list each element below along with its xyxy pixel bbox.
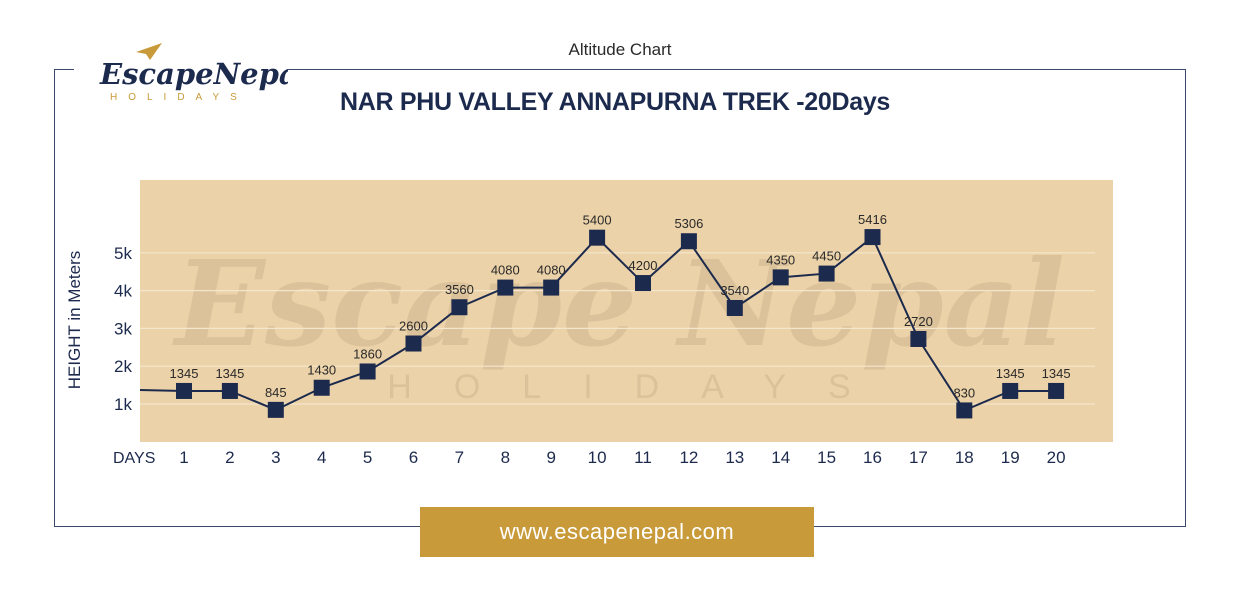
data-point-marker: [267, 401, 284, 418]
data-label: 3560: [445, 282, 474, 297]
data-point-marker: [1002, 382, 1019, 399]
data-point-marker: [221, 382, 238, 399]
y-tick-label: 1k: [114, 395, 132, 414]
data-label: 4200: [629, 258, 658, 273]
data-point-marker: [772, 269, 789, 286]
plot-background: [140, 180, 1113, 442]
data-point-marker: [864, 229, 881, 246]
data-label: 4350: [766, 252, 795, 267]
x-tick-label: 9: [546, 448, 555, 467]
data-point-marker: [726, 299, 743, 316]
paper-plane-icon: [136, 43, 162, 60]
x-tick-label: 14: [771, 448, 790, 467]
data-label: 4080: [537, 263, 566, 278]
data-label: 830: [953, 385, 975, 400]
x-tick-label: 11: [634, 448, 652, 467]
y-tick-label: 2k: [114, 357, 132, 376]
x-tick-label: 3: [271, 448, 280, 467]
data-label: 845: [265, 385, 287, 400]
data-label: 1345: [996, 366, 1025, 381]
x-tick-label: 20: [1047, 448, 1066, 467]
data-point-marker: [1048, 382, 1065, 399]
y-tick-label: 4k: [114, 282, 132, 301]
data-point-marker: [313, 379, 330, 396]
x-tick-label: 15: [817, 448, 836, 467]
escape-nepal-logo: EscapeNepal HOLIDAYS: [74, 40, 309, 108]
website-banner[interactable]: www.escapenepal.com: [420, 507, 814, 557]
data-point-marker: [956, 402, 973, 419]
data-point-marker: [359, 363, 376, 380]
data-label: 1345: [170, 366, 199, 381]
data-point-marker: [680, 233, 697, 250]
data-point-marker: [176, 382, 192, 399]
data-label: 1345: [1042, 366, 1071, 381]
data-label: 2720: [904, 314, 933, 329]
x-tick-label: 6: [409, 448, 418, 467]
data-label: 1430: [307, 363, 336, 378]
data-label: 5416: [858, 212, 887, 227]
x-tick-label: 19: [1001, 448, 1020, 467]
x-tick-label: 5: [363, 448, 372, 467]
x-tick-label: 17: [909, 448, 928, 467]
x-tick-label: 2: [225, 448, 234, 467]
watermark-tagline: HOLIDAYS: [387, 368, 892, 406]
data-point-marker: [451, 299, 468, 316]
x-tick-label: 7: [455, 448, 464, 467]
x-tick-label: 8: [501, 448, 510, 467]
chart-caption: Altitude Chart: [568, 40, 672, 59]
data-label: 1345: [215, 366, 244, 381]
data-point-marker: [818, 265, 835, 282]
data-label: 3540: [720, 283, 749, 298]
x-tick-label: 18: [955, 448, 974, 467]
data-point-marker: [405, 335, 422, 352]
chart-title: NAR PHU VALLEY ANNAPURNA TREK -20Days: [339, 88, 891, 116]
website-url[interactable]: www.escapenepal.com: [499, 519, 735, 544]
watermark-logo: Escape Nepal: [172, 234, 1065, 373]
data-point-marker: [589, 229, 606, 246]
x-tick-label: 4: [317, 448, 326, 467]
y-tick-label: 5k: [114, 244, 132, 263]
data-point-marker: [543, 279, 560, 296]
x-axis-label: DAYS: [113, 450, 155, 467]
x-tick-label: 1: [179, 448, 188, 467]
data-label: 5306: [674, 216, 703, 231]
svg-text:HOLIDAYS: HOLIDAYS: [110, 92, 248, 103]
data-label: 4450: [812, 249, 841, 264]
data-label: 5400: [583, 213, 612, 228]
data-label: 2600: [399, 319, 428, 334]
data-point-marker: [635, 275, 651, 292]
x-tick-label: 13: [725, 448, 744, 467]
data-point-marker: [910, 330, 927, 347]
x-tick-label: 10: [588, 448, 607, 467]
y-tick-label: 3k: [114, 319, 132, 338]
data-label: 1860: [353, 346, 382, 361]
x-tick-label: 12: [679, 448, 698, 467]
svg-text:EscapeNepal: EscapeNepal: [99, 57, 288, 91]
data-point-marker: [497, 279, 514, 296]
x-tick-label: 16: [863, 448, 882, 467]
data-label: 4080: [491, 263, 520, 278]
